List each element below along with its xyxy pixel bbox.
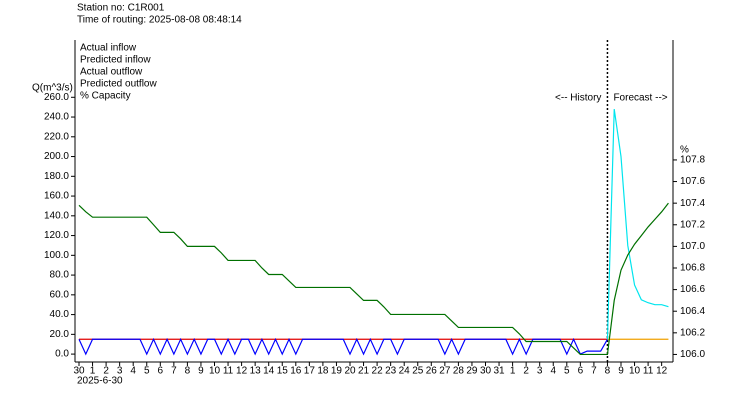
y-tick-label: 60.0	[50, 289, 70, 300]
chart-subtitle: Time of routing: 2025-08-08 08:48:14	[77, 15, 242, 26]
y-tick-label: 120.0	[44, 230, 69, 241]
x-tick-label: 25	[412, 366, 424, 377]
x-tick-label: 4	[550, 366, 556, 377]
y-tick-label: 200.0	[44, 151, 69, 162]
x-tick-label: 7	[591, 366, 597, 377]
x-tick-label: 6	[158, 366, 164, 377]
x-tick-label: 23	[385, 366, 397, 377]
x-tick-label: 28	[453, 366, 465, 377]
annotation: Forecast -->	[613, 93, 667, 104]
x-tick-label: 27	[439, 366, 451, 377]
x-tick-label: 20	[344, 366, 356, 377]
x-tick-label: 9	[618, 366, 624, 377]
x-tick-label: 9	[198, 366, 204, 377]
x-tick-label: 16	[290, 366, 302, 377]
y2-tick-label: 106.0	[680, 349, 705, 360]
x-tick-label: 26	[426, 366, 438, 377]
x-tick-label: 5	[564, 366, 570, 377]
x-axis-label: 2025-6-30	[77, 376, 123, 387]
y-tick-label: 20.0	[50, 329, 70, 340]
legend-entry: Actual inflow	[80, 43, 137, 54]
x-tick-label: 12	[656, 366, 668, 377]
y2-tick-label: 106.2	[680, 327, 705, 338]
x-tick-label: 15	[277, 366, 289, 377]
x-tick-label: 30	[480, 366, 492, 377]
x-tick-label: 4	[130, 366, 136, 377]
y-tick-label: 240.0	[44, 112, 69, 123]
x-tick-label: 3	[537, 366, 543, 377]
x-tick-label: 13	[250, 366, 262, 377]
x-tick-label: 2	[523, 366, 529, 377]
y-tick-label: 220.0	[44, 131, 69, 142]
x-tick-label: 29	[466, 366, 478, 377]
x-tick-label: 14	[263, 366, 275, 377]
x-tick-label: 10	[629, 366, 641, 377]
x-tick-label: 21	[358, 366, 370, 377]
legend-entry: Predicted inflow	[80, 55, 151, 66]
x-tick-label: 30	[73, 366, 85, 377]
x-tick-label: 18	[317, 366, 329, 377]
legend-entry: % Capacity	[80, 91, 131, 102]
y-tick-label: 180.0	[44, 171, 69, 182]
y-axis-label: Q(m^3/s)	[32, 83, 73, 94]
x-tick-label: 10	[209, 366, 221, 377]
y2-tick-label: 106.6	[680, 284, 705, 295]
x-tick-label: 8	[605, 366, 611, 377]
y2-tick-label: 106.4	[680, 306, 705, 317]
x-tick-label: 19	[331, 366, 343, 377]
y2-tick-label: 107.2	[680, 219, 705, 230]
legend-entry: Actual outflow	[80, 67, 143, 78]
y-tick-label: 40.0	[50, 309, 70, 320]
y2-tick-label: 107.8	[680, 155, 705, 166]
x-tick-label: 3	[117, 366, 123, 377]
x-tick-label: 6	[578, 366, 584, 377]
y-tick-label: 160.0	[44, 191, 69, 202]
x-tick-label: 5	[144, 366, 150, 377]
series-line	[78, 337, 608, 356]
y2-tick-label: 107.6	[680, 176, 705, 187]
legend-entry: Predicted outflow	[80, 79, 157, 90]
x-tick-label: 8	[185, 366, 191, 377]
x-tick-label: 1	[510, 366, 516, 377]
y-tick-label: 0.0	[55, 349, 69, 360]
y-tick-label: 80.0	[50, 270, 70, 281]
x-tick-label: 22	[372, 366, 384, 377]
annotation: <-- History	[555, 93, 601, 104]
x-tick-label: 12	[236, 366, 248, 377]
series-line	[606, 109, 669, 340]
y-tick-label: 260.0	[44, 92, 69, 103]
x-tick-label: 11	[223, 366, 234, 377]
y2-tick-label: 107.4	[680, 198, 705, 209]
x-tick-label: 31	[493, 366, 505, 377]
y2-tick-label: 106.8	[680, 263, 705, 274]
y2-tick-label: 107.0	[680, 241, 705, 252]
x-tick-label: 7	[171, 366, 177, 377]
y2-axis-label: %	[680, 145, 689, 156]
chart-title: Station no: C1R001	[77, 3, 165, 14]
x-tick-label: 1	[90, 366, 96, 377]
x-tick-label: 24	[399, 366, 411, 377]
x-tick-label: 2	[103, 366, 109, 377]
y-tick-label: 100.0	[44, 250, 69, 261]
x-tick-label: 17	[304, 366, 316, 377]
series-line	[78, 202, 669, 356]
x-tick-label: 11	[643, 366, 654, 377]
y-tick-label: 140.0	[44, 210, 69, 221]
